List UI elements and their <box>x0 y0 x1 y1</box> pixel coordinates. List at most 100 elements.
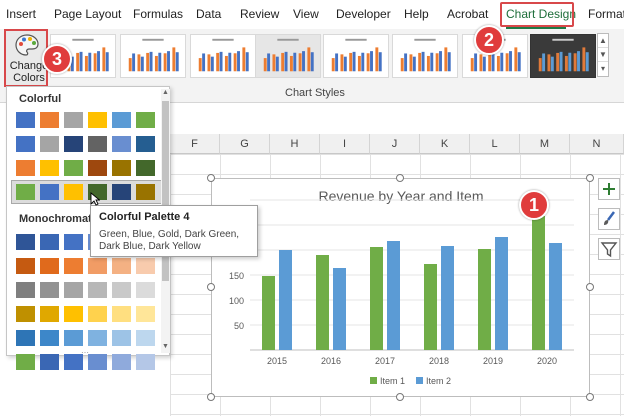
color-swatch <box>64 330 83 346</box>
gallery-scroll: ▲ ▼ ▾ <box>597 33 609 77</box>
colorful-palette-row[interactable] <box>11 180 163 204</box>
chart-title: Revenue by Year and Item <box>318 188 483 204</box>
tab-data[interactable]: Data <box>196 7 222 21</box>
monochromatic-palette-row[interactable] <box>12 279 162 301</box>
resize-handle[interactable] <box>207 283 215 291</box>
column-header-h[interactable]: H <box>270 134 320 154</box>
color-swatch <box>88 258 107 274</box>
tab-formulas[interactable]: Formulas <box>133 7 184 21</box>
color-swatch <box>16 234 35 250</box>
tab-developer[interactable]: Developer <box>336 7 391 21</box>
column-header-g[interactable]: G <box>220 134 270 154</box>
color-swatch <box>40 112 59 128</box>
color-swatch <box>40 234 59 250</box>
palette-tooltip: Colorful Palette 4 Green, Blue, Gold, Da… <box>90 205 258 257</box>
colorful-palette-row[interactable] <box>12 109 162 131</box>
x-tick-label: 2016 <box>321 356 341 366</box>
resize-handle[interactable] <box>207 174 215 182</box>
chart-styles-button[interactable] <box>598 208 620 230</box>
color-swatch <box>16 354 35 370</box>
bar-item-1 <box>370 247 383 350</box>
resize-grip-icon[interactable]: ⋯ <box>81 348 90 357</box>
chart-area[interactable]: Revenue by Year and Item5010015020020152… <box>211 178 590 397</box>
tab-highlight-box <box>500 2 574 27</box>
tab-help[interactable]: Help <box>404 7 429 21</box>
monochromatic-palette-row[interactable] <box>12 255 162 277</box>
resize-handle[interactable] <box>207 393 215 401</box>
chart-styles-group-label: Chart Styles <box>285 87 345 99</box>
color-swatch <box>88 306 107 322</box>
color-swatch <box>40 258 59 274</box>
chart-style-thumb-4[interactable] <box>255 34 321 78</box>
change-colors-button[interactable]: Change Colors ⌄ <box>4 29 49 96</box>
palette-icon <box>15 34 39 56</box>
colorful-palette-row[interactable] <box>12 157 162 179</box>
color-swatch <box>40 330 59 346</box>
color-swatch <box>64 258 83 274</box>
gallery-more-icon[interactable]: ▾ <box>600 64 605 73</box>
column-header-k[interactable]: K <box>420 134 470 154</box>
chart-style-thumb-3[interactable] <box>190 34 256 78</box>
tab-page-layout[interactable]: Page Layout <box>54 7 122 21</box>
scroll-down-icon[interactable]: ▼ <box>162 343 169 350</box>
change-colors-label-1: Change <box>9 60 49 72</box>
tab-insert[interactable]: Insert <box>6 7 37 21</box>
scroll-up-icon[interactable]: ▲ <box>162 89 169 96</box>
bar-item-2 <box>333 268 346 350</box>
color-swatch <box>112 184 131 200</box>
chart-elements-button[interactable] <box>598 178 620 200</box>
x-tick-label: 2018 <box>429 356 449 366</box>
column-header-l[interactable]: L <box>470 134 520 154</box>
chart-style-thumb-6[interactable] <box>392 34 458 78</box>
monochromatic-palette-row[interactable] <box>12 327 162 349</box>
bar-item-2 <box>495 237 508 350</box>
bar-item-1 <box>316 255 329 350</box>
tab-review[interactable]: Review <box>240 7 280 21</box>
callout-badge-2: 2 <box>474 25 504 55</box>
chart-style-thumb-5[interactable] <box>323 34 389 78</box>
bar-item-1 <box>262 276 275 350</box>
resize-handle[interactable] <box>396 393 404 401</box>
color-swatch <box>136 354 155 370</box>
resize-handle[interactable] <box>396 174 404 182</box>
color-swatch <box>88 330 107 346</box>
color-swatch <box>136 282 155 298</box>
chart-filters-button[interactable] <box>598 238 620 260</box>
column-header-j[interactable]: J <box>370 134 420 154</box>
color-swatch <box>64 160 83 176</box>
color-swatch <box>16 136 35 152</box>
color-swatch <box>16 160 35 176</box>
chart-style-thumb-2[interactable] <box>120 34 186 78</box>
monochromatic-palette-row[interactable] <box>12 303 162 325</box>
color-swatch <box>16 282 35 298</box>
gallery-down-icon[interactable]: ▼ <box>598 48 608 62</box>
monochromatic-heading: Monochromatic <box>19 213 101 225</box>
colorful-heading: Colorful <box>19 93 62 105</box>
color-swatch <box>88 354 107 370</box>
filter-icon <box>600 242 618 258</box>
chart-styles-gallery <box>50 30 598 83</box>
column-header-f[interactable]: F <box>170 134 220 154</box>
gallery-up-icon[interactable]: ▲ <box>598 34 608 48</box>
ribbon-tabs: Insert Page Layout Formulas Data Review … <box>0 0 624 29</box>
tab-format[interactable]: Format <box>588 7 624 21</box>
y-tick-label: 150 <box>229 271 244 281</box>
column-header-i[interactable]: I <box>320 134 370 154</box>
color-swatch <box>112 354 131 370</box>
chart-style-thumb-8[interactable] <box>530 34 596 78</box>
monochromatic-palette-row[interactable] <box>12 351 162 373</box>
color-swatch <box>136 306 155 322</box>
tab-view[interactable]: View <box>293 7 319 21</box>
tab-acrobat[interactable]: Acrobat <box>447 7 489 21</box>
scroll-thumb[interactable] <box>162 101 169 281</box>
colorful-palette-row[interactable] <box>12 133 162 155</box>
resize-handle[interactable] <box>586 393 594 401</box>
bar-item-1 <box>478 249 491 350</box>
color-swatch <box>64 184 83 200</box>
resize-handle[interactable] <box>586 283 594 291</box>
column-header-n[interactable]: N <box>570 134 624 154</box>
resize-handle[interactable] <box>586 174 594 182</box>
color-swatch <box>64 112 83 128</box>
tab-chart-design[interactable]: Chart Design <box>506 7 577 21</box>
column-header-m[interactable]: M <box>520 134 570 154</box>
